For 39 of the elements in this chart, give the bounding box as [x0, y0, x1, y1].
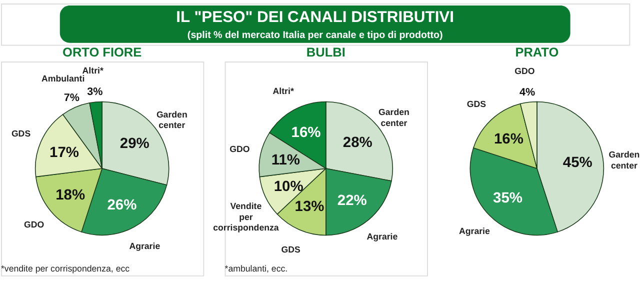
- slice-label: GDO: [514, 66, 535, 76]
- slice-label: Garden center: [608, 150, 640, 170]
- data-label: 16%: [494, 131, 524, 148]
- data-label: 22%: [337, 193, 367, 210]
- slice-label: Garden center: [156, 109, 188, 130]
- slice-label: GDS: [466, 99, 486, 109]
- data-label: 29%: [120, 136, 150, 152]
- slice-label: GDO: [230, 144, 250, 154]
- data-label: 13%: [294, 199, 324, 216]
- slice-label: Agrarie: [366, 231, 398, 242]
- data-label: 4%: [520, 86, 536, 98]
- chart-title: ORTO FIORE: [62, 44, 142, 60]
- chart-title: PRATO: [515, 44, 559, 60]
- text: IL "PESO" DEI CANALI DISTRIBUTIVI: [176, 9, 454, 26]
- data-label: 3%: [87, 86, 104, 98]
- data-label: 26%: [107, 197, 137, 214]
- data-label: 7%: [64, 92, 80, 104]
- slice-label: GDO: [24, 220, 44, 230]
- text: *vendite per corrispondenza, ecc: [0, 264, 130, 274]
- slice-label: GDS: [281, 244, 300, 254]
- data-label: 18%: [56, 188, 86, 204]
- slice-label: Agrarie: [129, 240, 160, 251]
- slice-label: Agrarie: [459, 226, 490, 236]
- data-label: 35%: [493, 190, 523, 207]
- slice-label: Garden center: [378, 107, 410, 128]
- data-label: 17%: [50, 144, 79, 161]
- data-label: 16%: [291, 125, 321, 142]
- chart-title: BULBI: [306, 44, 346, 60]
- text: *ambulanti, ecc.: [224, 264, 288, 274]
- slice-label: Vendite per corrispondenza: [213, 201, 279, 233]
- data-label: 11%: [271, 152, 300, 168]
- data-label: 45%: [562, 154, 592, 171]
- text: (split % del mercato Italia per canale e tipo di prodotto): [187, 30, 443, 41]
- data-label: 28%: [342, 135, 372, 152]
- slice-label: Altri*: [82, 66, 104, 76]
- slice-label: Altri*: [272, 86, 294, 96]
- slice-label: GDS: [11, 128, 31, 138]
- data-label: 10%: [274, 178, 304, 195]
- slice-label: Ambulanti: [42, 73, 85, 84]
